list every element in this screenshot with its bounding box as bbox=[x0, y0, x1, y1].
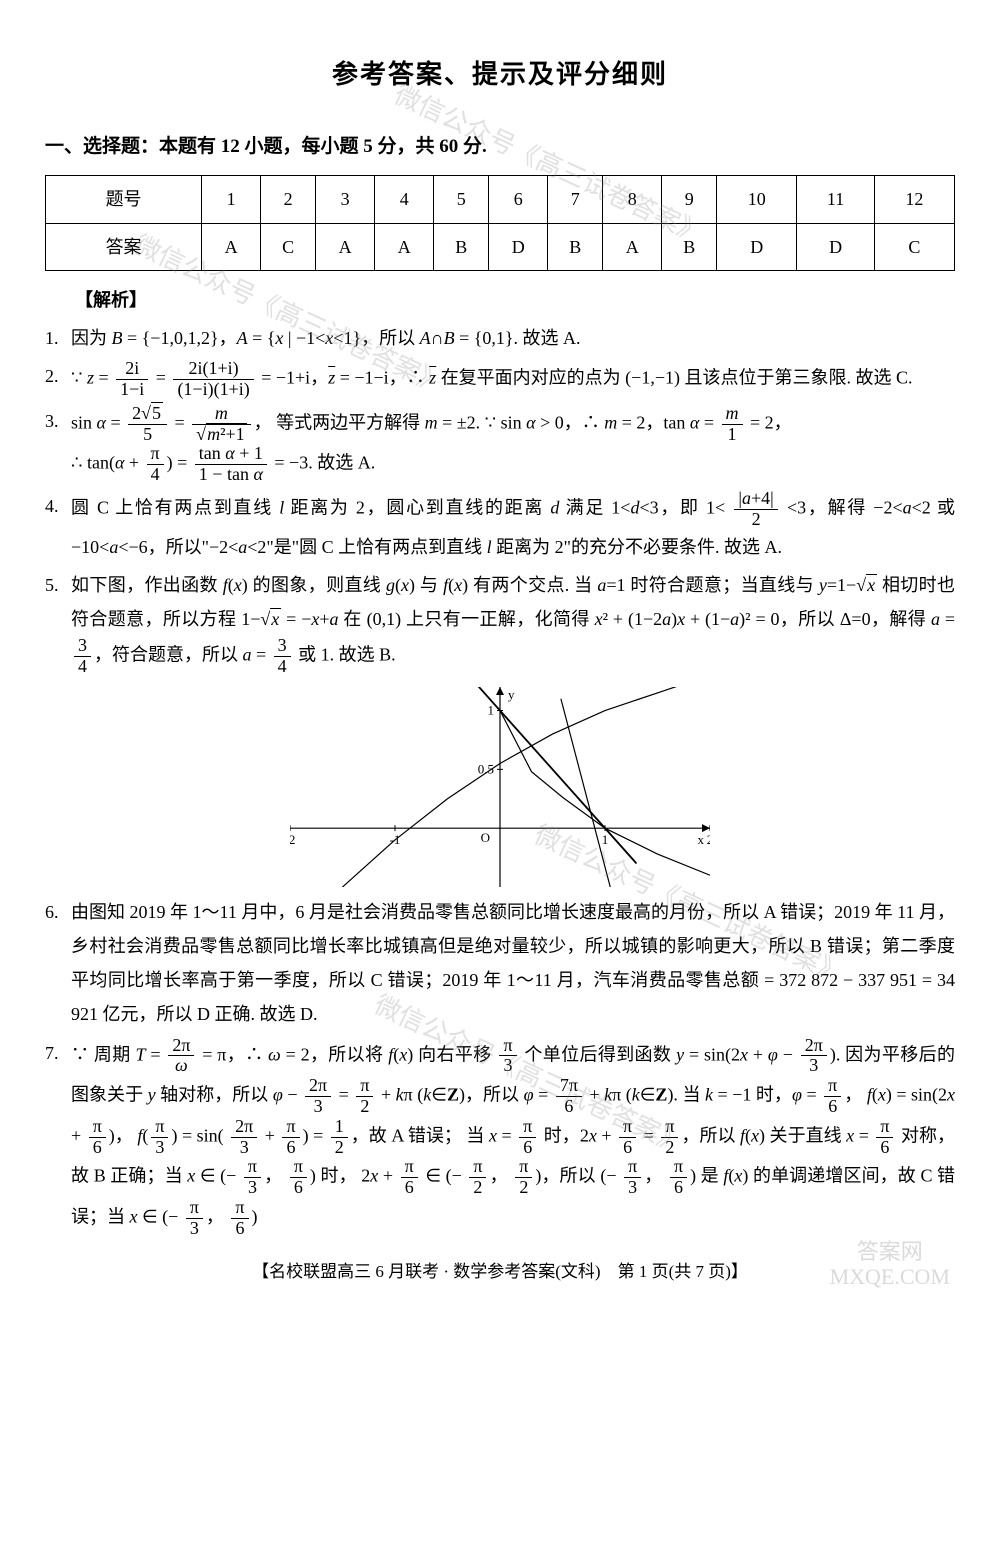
solution-item: 7. ∵ 周期 T = 2πω = π，∴ ω = 2，所以将 f(x) 向右平… bbox=[45, 1036, 955, 1239]
answer-cell: A bbox=[202, 223, 261, 270]
col-num: 10 bbox=[717, 176, 797, 223]
col-num: 9 bbox=[662, 176, 717, 223]
solution-item: 1. 因为 B = {−1,0,1,2}，A = {x | −1<x<1}，所以… bbox=[45, 321, 955, 355]
item-number: 6. bbox=[45, 895, 71, 1032]
page-title: 参考答案、提示及评分细则 bbox=[45, 50, 955, 99]
col-num: 1 bbox=[202, 176, 261, 223]
answer-cell: C bbox=[874, 223, 954, 270]
solution-item: 6. 由图知 2019 年 1～11 月中，6 月是社会消费品零售总额同比增长速… bbox=[45, 895, 955, 1032]
answer-cell: D bbox=[797, 223, 874, 270]
item-number: 5. bbox=[45, 568, 71, 677]
answer-cell: A bbox=[603, 223, 662, 270]
answer-table: 题号 1 2 3 4 5 6 7 8 9 10 11 12 答案 A C A A… bbox=[45, 175, 955, 270]
answer-cell: B bbox=[662, 223, 717, 270]
item-body: 圆 C 上恰有两点到直线 l 距离为 2，圆心到直线的距离 d 满足 1<d<3… bbox=[71, 489, 955, 564]
col-num: 11 bbox=[797, 176, 874, 223]
item-number: 4. bbox=[45, 489, 71, 564]
answer-cell: D bbox=[717, 223, 797, 270]
item-body: ∵ z = 2i1−i = 2i(1+i)(1−i)(1+i) = −1+i，z… bbox=[71, 359, 955, 400]
svg-text:1: 1 bbox=[602, 832, 609, 847]
solution-item: 5. 如下图，作出函数 f(x) 的图象，则直线 g(x) 与 f(x) 有两个… bbox=[45, 568, 955, 677]
col-num: 4 bbox=[375, 176, 434, 223]
svg-text:-2: -2 bbox=[290, 832, 295, 847]
page-footer: 【名校联盟高三 6 月联考 · 数学参考答案(文科) 第 1 页(共 7 页)】 bbox=[45, 1256, 955, 1288]
solution-item: 4. 圆 C 上恰有两点到直线 l 距离为 2，圆心到直线的距离 d 满足 1<… bbox=[45, 489, 955, 564]
solution-item: 3. sin α = 2√55 = m√m²+1， 等式两边平方解得 m = ±… bbox=[45, 404, 955, 485]
table-row: 答案 A C A A B D B A B D D C bbox=[46, 223, 955, 270]
item-number: 2. bbox=[45, 359, 71, 400]
svg-text:2: 2 bbox=[707, 832, 710, 847]
item-body: sin α = 2√55 = m√m²+1， 等式两边平方解得 m = ±2. … bbox=[71, 404, 955, 485]
item-number: 3. bbox=[45, 404, 71, 485]
answer-cell: B bbox=[548, 223, 603, 270]
col-num: 5 bbox=[434, 176, 489, 223]
item-body: ∵ 周期 T = 2πω = π，∴ ω = 2，所以将 f(x) 向右平移 π… bbox=[71, 1036, 955, 1239]
col-num: 12 bbox=[874, 176, 954, 223]
col-num: 2 bbox=[261, 176, 316, 223]
section-heading: 一、选择题：本题有 12 小题，每小题 5 分，共 60 分. bbox=[45, 129, 955, 165]
solution-item: 2. ∵ z = 2i1−i = 2i(1+i)(1−i)(1+i) = −1+… bbox=[45, 359, 955, 400]
answer-cell: C bbox=[261, 223, 316, 270]
svg-text:y: y bbox=[508, 687, 515, 702]
item-body: 由图知 2019 年 1～11 月中，6 月是社会消费品零售总额同比增长速度最高… bbox=[71, 895, 955, 1032]
answer-cell: B bbox=[434, 223, 489, 270]
item-number: 1. bbox=[45, 321, 71, 355]
header-label: 题号 bbox=[46, 176, 202, 223]
col-num: 3 bbox=[316, 176, 375, 223]
answer-cell: A bbox=[375, 223, 434, 270]
answer-label: 答案 bbox=[46, 223, 202, 270]
item-body: 如下图，作出函数 f(x) 的图象，则直线 g(x) 与 f(x) 有两个交点.… bbox=[71, 568, 955, 677]
answer-cell: D bbox=[489, 223, 548, 270]
item-body: 因为 B = {−1,0,1,2}，A = {x | −1<x<1}，所以 A∩… bbox=[71, 321, 955, 355]
analysis-label: 【解析】 bbox=[75, 283, 955, 317]
col-num: 8 bbox=[603, 176, 662, 223]
col-num: 6 bbox=[489, 176, 548, 223]
answer-cell: A bbox=[316, 223, 375, 270]
svg-text:1: 1 bbox=[488, 702, 495, 717]
svg-text:O: O bbox=[481, 830, 490, 845]
function-graph: yxO-2-1120.51 bbox=[290, 687, 710, 887]
col-num: 7 bbox=[548, 176, 603, 223]
svg-text:x: x bbox=[698, 832, 705, 847]
table-row: 题号 1 2 3 4 5 6 7 8 9 10 11 12 bbox=[46, 176, 955, 223]
item-number: 7. bbox=[45, 1036, 71, 1239]
